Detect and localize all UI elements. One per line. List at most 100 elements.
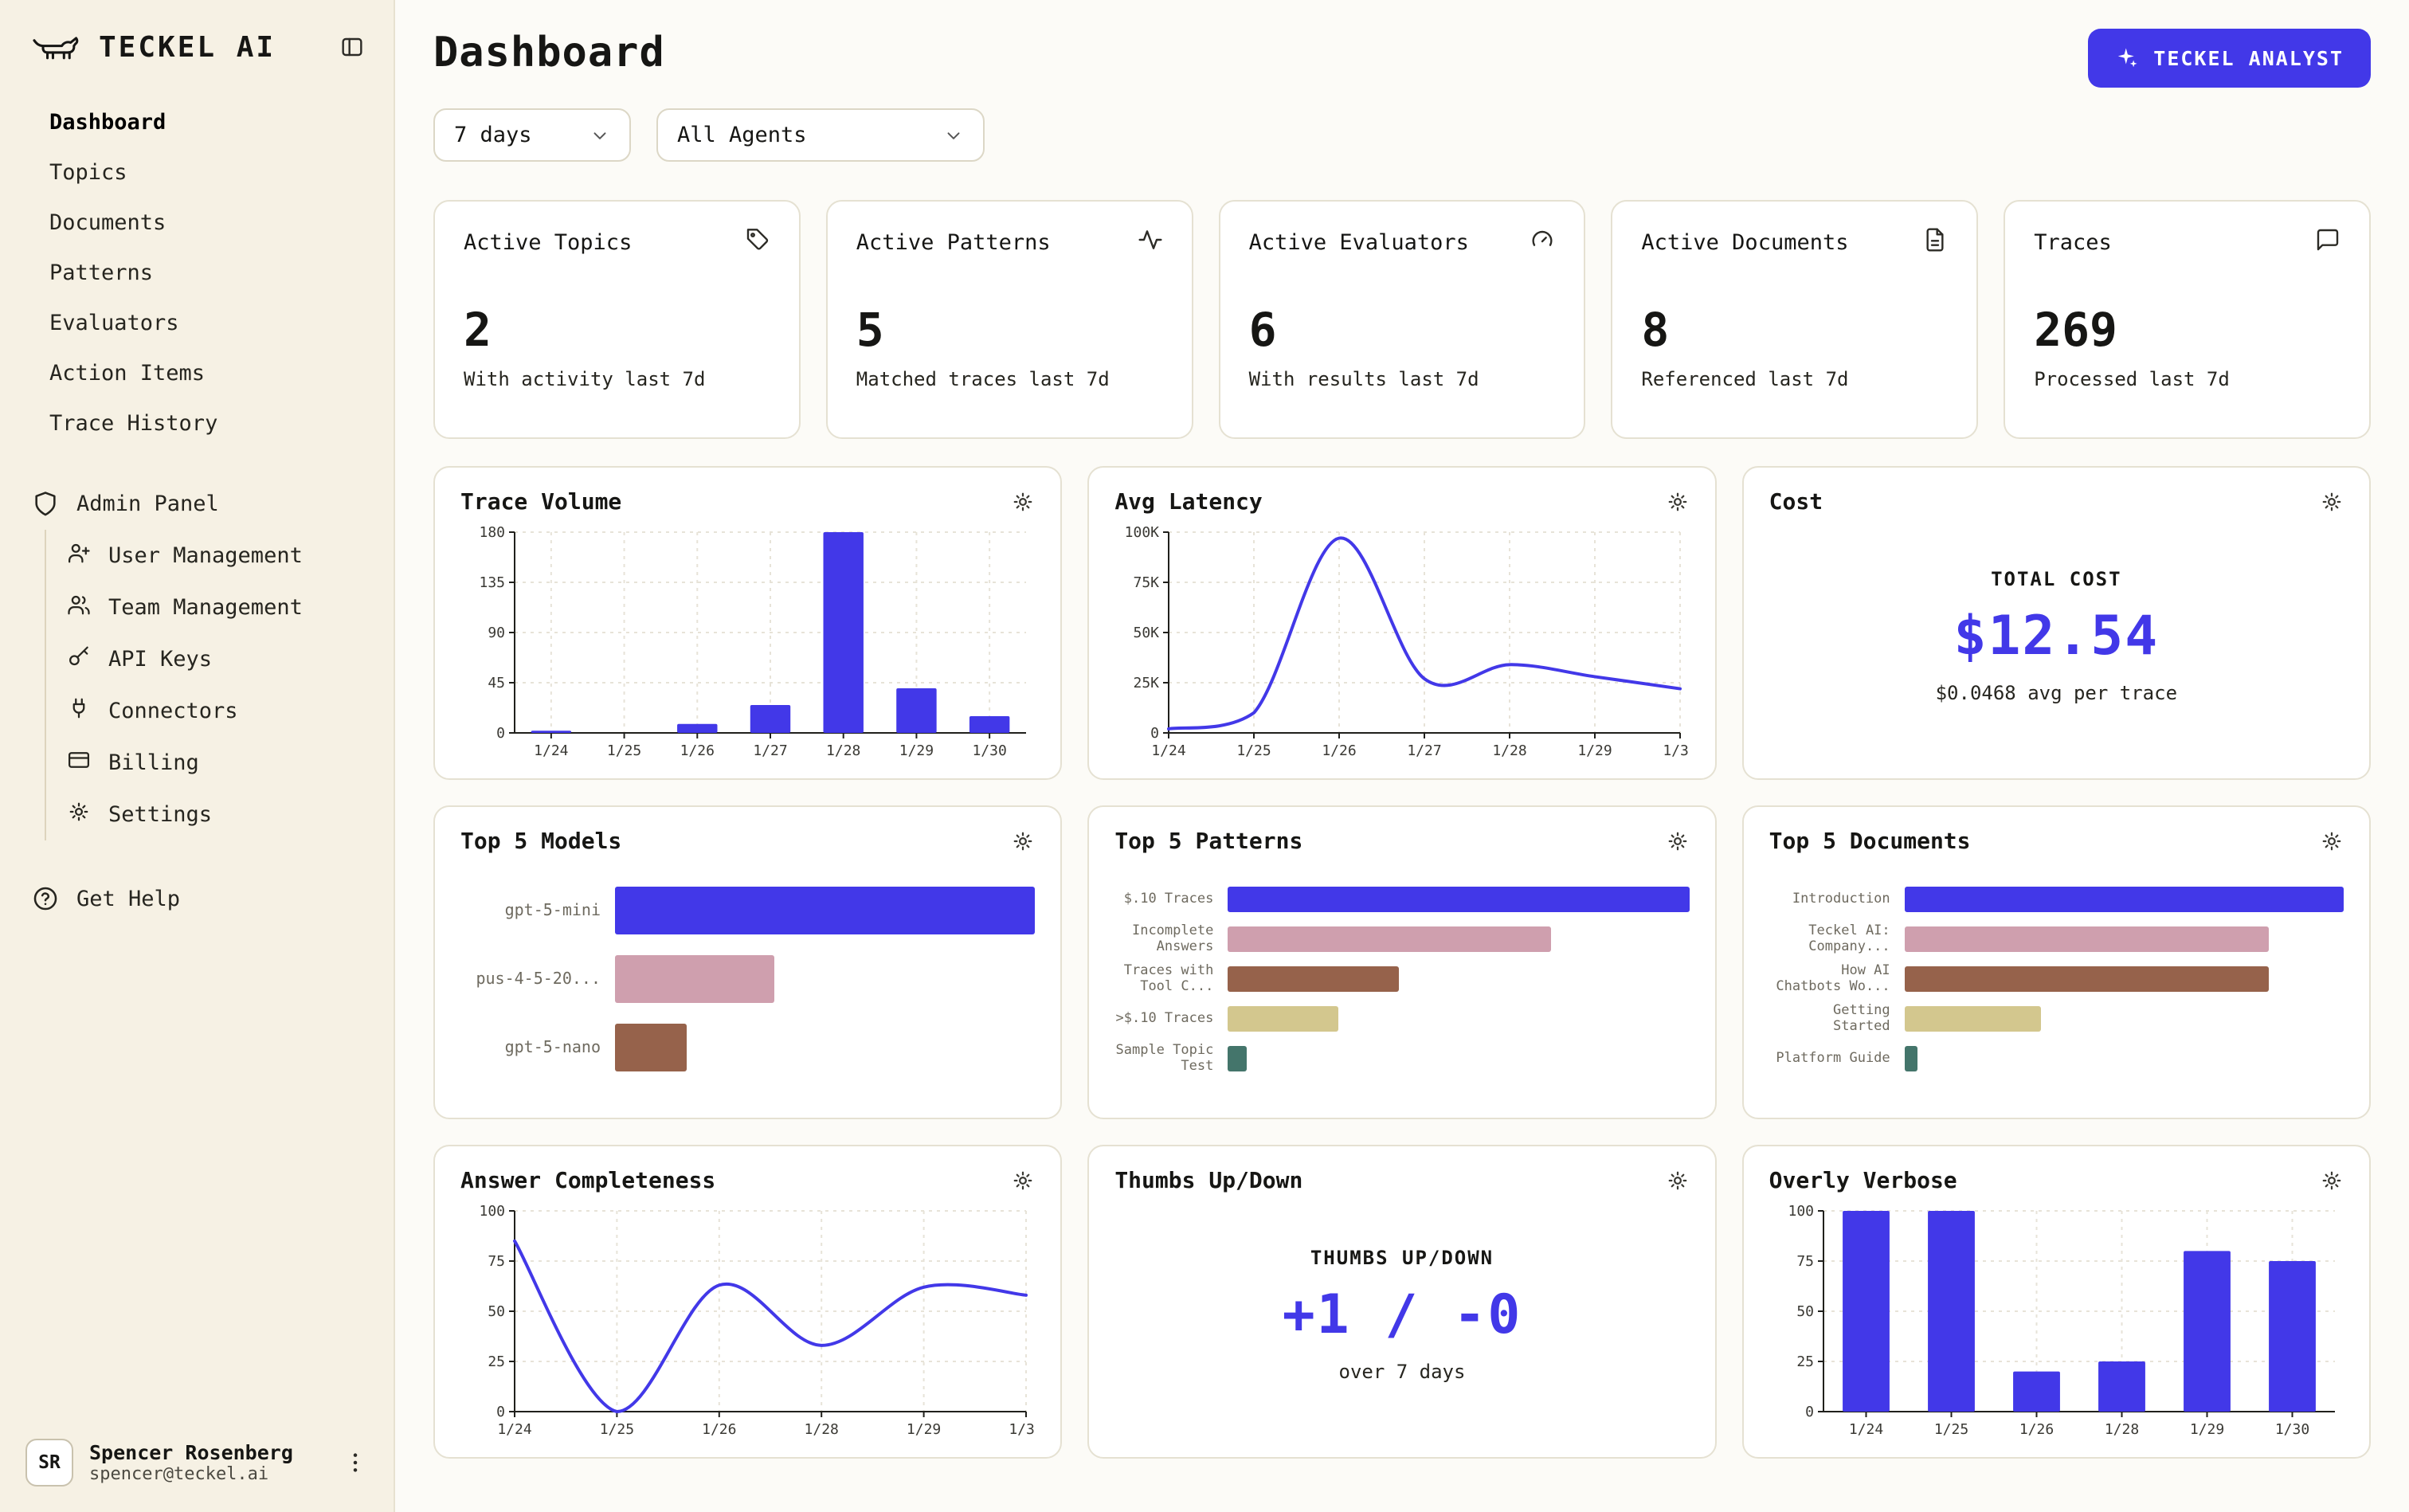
svg-text:1/30: 1/30 [1009, 1421, 1036, 1437]
card-head: Answer Completeness [460, 1167, 1035, 1193]
sidebar-item-action-items[interactable]: Action Items [22, 348, 371, 415]
sidebar-collapse-button[interactable] [339, 34, 365, 60]
sidebar-item-documents[interactable]: Documents [22, 198, 371, 266]
sidebar-item-user-management[interactable]: User Management [46, 530, 371, 582]
chart-settings-button[interactable] [1666, 829, 1690, 853]
sidebar-item-trace-history[interactable]: Trace History [22, 398, 371, 465]
chart-settings-button[interactable] [1011, 829, 1035, 853]
chart-settings-button[interactable] [2320, 1169, 2344, 1193]
chart-settings-button[interactable] [2320, 829, 2344, 853]
sidebar-item-dashboard[interactable]: Dashboard [22, 97, 371, 164]
sidebar-item-connectors[interactable]: Connectors [46, 685, 371, 737]
logo-row: TECKEL AI [22, 22, 371, 97]
card-answer-completeness: Answer Completeness 0 25 50 75 100 1/24 1/25 1/… [433, 1145, 1063, 1459]
top-patterns-chart: $.10 Traces Incomplete Answers Traces with… [1114, 860, 1690, 1097]
chart-title: Avg Latency [1114, 488, 1263, 515]
svg-text:50: 50 [1796, 1303, 1814, 1320]
main-content: Dashboard TECKEL ANALYST 7 days All Agen… [395, 0, 2409, 1512]
svg-text:75: 75 [488, 1253, 505, 1270]
chart-title: Trace Volume [460, 488, 622, 515]
sidebar-item-evaluators[interactable]: Evaluators [22, 298, 371, 358]
svg-text:1/26: 1/26 [1322, 742, 1357, 758]
sidebar-item-topics[interactable]: Topics [22, 147, 371, 213]
top-models-chart: gpt-5-mini pus-4-5-20... gpt-5-nano [460, 860, 1036, 1097]
svg-text:75: 75 [1796, 1253, 1814, 1270]
user-plus-icon [67, 541, 91, 570]
hbar-row: How AI Chatbots Wo... [1769, 962, 2344, 994]
sidebar-item-settings[interactable]: Settings [46, 789, 371, 840]
stat-subtext: Matched traces last 7d [856, 368, 1110, 390]
chart-title: Top 5 Models [460, 828, 622, 854]
stat-label: Active Topics [464, 230, 633, 255]
card-head: Trace Volume [460, 488, 1035, 515]
svg-text:1/24: 1/24 [1152, 742, 1186, 758]
svg-text:0: 0 [496, 725, 505, 742]
hbar-bar [615, 1023, 687, 1071]
hbar-bar [1228, 886, 1690, 912]
svg-text:25: 25 [488, 1353, 505, 1370]
hbar-bar [1228, 966, 1399, 992]
svg-text:1/24: 1/24 [1848, 1421, 1882, 1437]
svg-text:1/26: 1/26 [702, 1421, 736, 1437]
stat-card-active-patterns: Active Patterns 5 Matched traces last 7d [825, 200, 1193, 439]
hbar-label: Platform Guide [1776, 1050, 1890, 1066]
sidebar-item-api-keys[interactable]: API Keys [46, 633, 371, 685]
sidebar-item-billing[interactable]: Billing [46, 737, 371, 789]
hbar-label: Introduction [1792, 891, 1890, 907]
sidebar-item-patterns[interactable]: Patterns [22, 248, 371, 313]
sidebar-item-label: Get Help [76, 886, 181, 911]
svg-text:1/28: 1/28 [805, 1421, 839, 1437]
agents-select[interactable]: All Agents [656, 108, 985, 162]
teckel-analyst-button[interactable]: TECKEL ANALYST [2088, 29, 2371, 88]
svg-text:1/30: 1/30 [2274, 1421, 2309, 1437]
sidebar-item-team-management[interactable]: Team Management [46, 582, 371, 633]
card-trace-volume: Trace Volume 0 45 90 135 180 1/24 1/25 1/26 1/27… [433, 466, 1063, 780]
sidebar-item-admin-panel[interactable]: Admin Panel [22, 477, 371, 530]
hbar-label: $.10 Traces [1123, 891, 1214, 907]
hbar-bar [1228, 1005, 1339, 1032]
hbar-label: How AI Chatbots Wo... [1776, 962, 1890, 994]
sidebar: TECKEL AI Dashboard Topics Documents Patter… [0, 0, 395, 1512]
shield-icon [32, 490, 59, 517]
chart-settings-button[interactable] [1011, 490, 1035, 514]
hbar-chart: gpt-5-mini pus-4-5-20... gpt-5-nano [460, 860, 1036, 1097]
chart-settings-button[interactable] [1666, 1169, 1690, 1193]
thumbs-period: over 7 days [1338, 1361, 1466, 1383]
stat-card-active-documents: Active Documents 8 Referenced last 7d [1611, 200, 1979, 439]
stat-subtext: With results last 7d [1248, 368, 1479, 390]
thumbs-body: THUMBS UP/DOWN +1 / -0 over 7 days [1114, 1193, 1689, 1436]
user-menu-button[interactable] [343, 1450, 368, 1475]
user-row: SR Spencer Rosenberg spencer@teckel.ai [22, 1432, 371, 1493]
hbar-bar [1228, 1045, 1247, 1071]
hbar-row: Getting Started [1769, 1003, 2344, 1033]
svg-text:0: 0 [1150, 725, 1159, 742]
chart-settings-button[interactable] [2320, 490, 2344, 514]
hbar-label: gpt-5-mini [504, 901, 601, 919]
hbar-bar [1904, 886, 2344, 912]
chart-title: Top 5 Documents [1769, 828, 1971, 854]
avatar: SR [25, 1439, 73, 1487]
chart-settings-button[interactable] [1666, 490, 1690, 514]
total-cost-value: $12.54 [1953, 605, 2160, 668]
chart-settings-button[interactable] [1011, 1169, 1035, 1193]
sidebar-nav: Dashboard Topics Documents Patterns Evaluato… [22, 97, 371, 465]
time-range-select[interactable]: 7 days [433, 108, 631, 162]
stat-card-active-topics: Active Topics 2 With activity last 7d [433, 200, 801, 439]
sidebar-item-label: Billing [108, 750, 199, 775]
stat-value: 8 [1641, 303, 1670, 357]
hbar-bar [615, 886, 1036, 934]
sidebar-item-get-help[interactable]: Get Help [22, 872, 371, 925]
svg-text:1/25: 1/25 [600, 1421, 634, 1437]
select-value: 7 days [454, 123, 532, 147]
admin-subnav: User Management Team Management API Keys Co… [45, 530, 371, 840]
hbar-row: Introduction [1769, 886, 2344, 912]
filters-row: 7 days All Agents [433, 108, 2371, 162]
sidebar-item-label: Trace History [49, 411, 218, 436]
sidebar-item-label: User Management [108, 543, 303, 568]
svg-text:90: 90 [488, 625, 505, 641]
svg-text:135: 135 [479, 574, 505, 591]
hbar-row: Traces with Tool C... [1114, 963, 1689, 993]
chevron-down-icon [943, 125, 964, 146]
chevron-down-icon [590, 125, 610, 146]
stat-label: Traces [2034, 230, 2112, 255]
